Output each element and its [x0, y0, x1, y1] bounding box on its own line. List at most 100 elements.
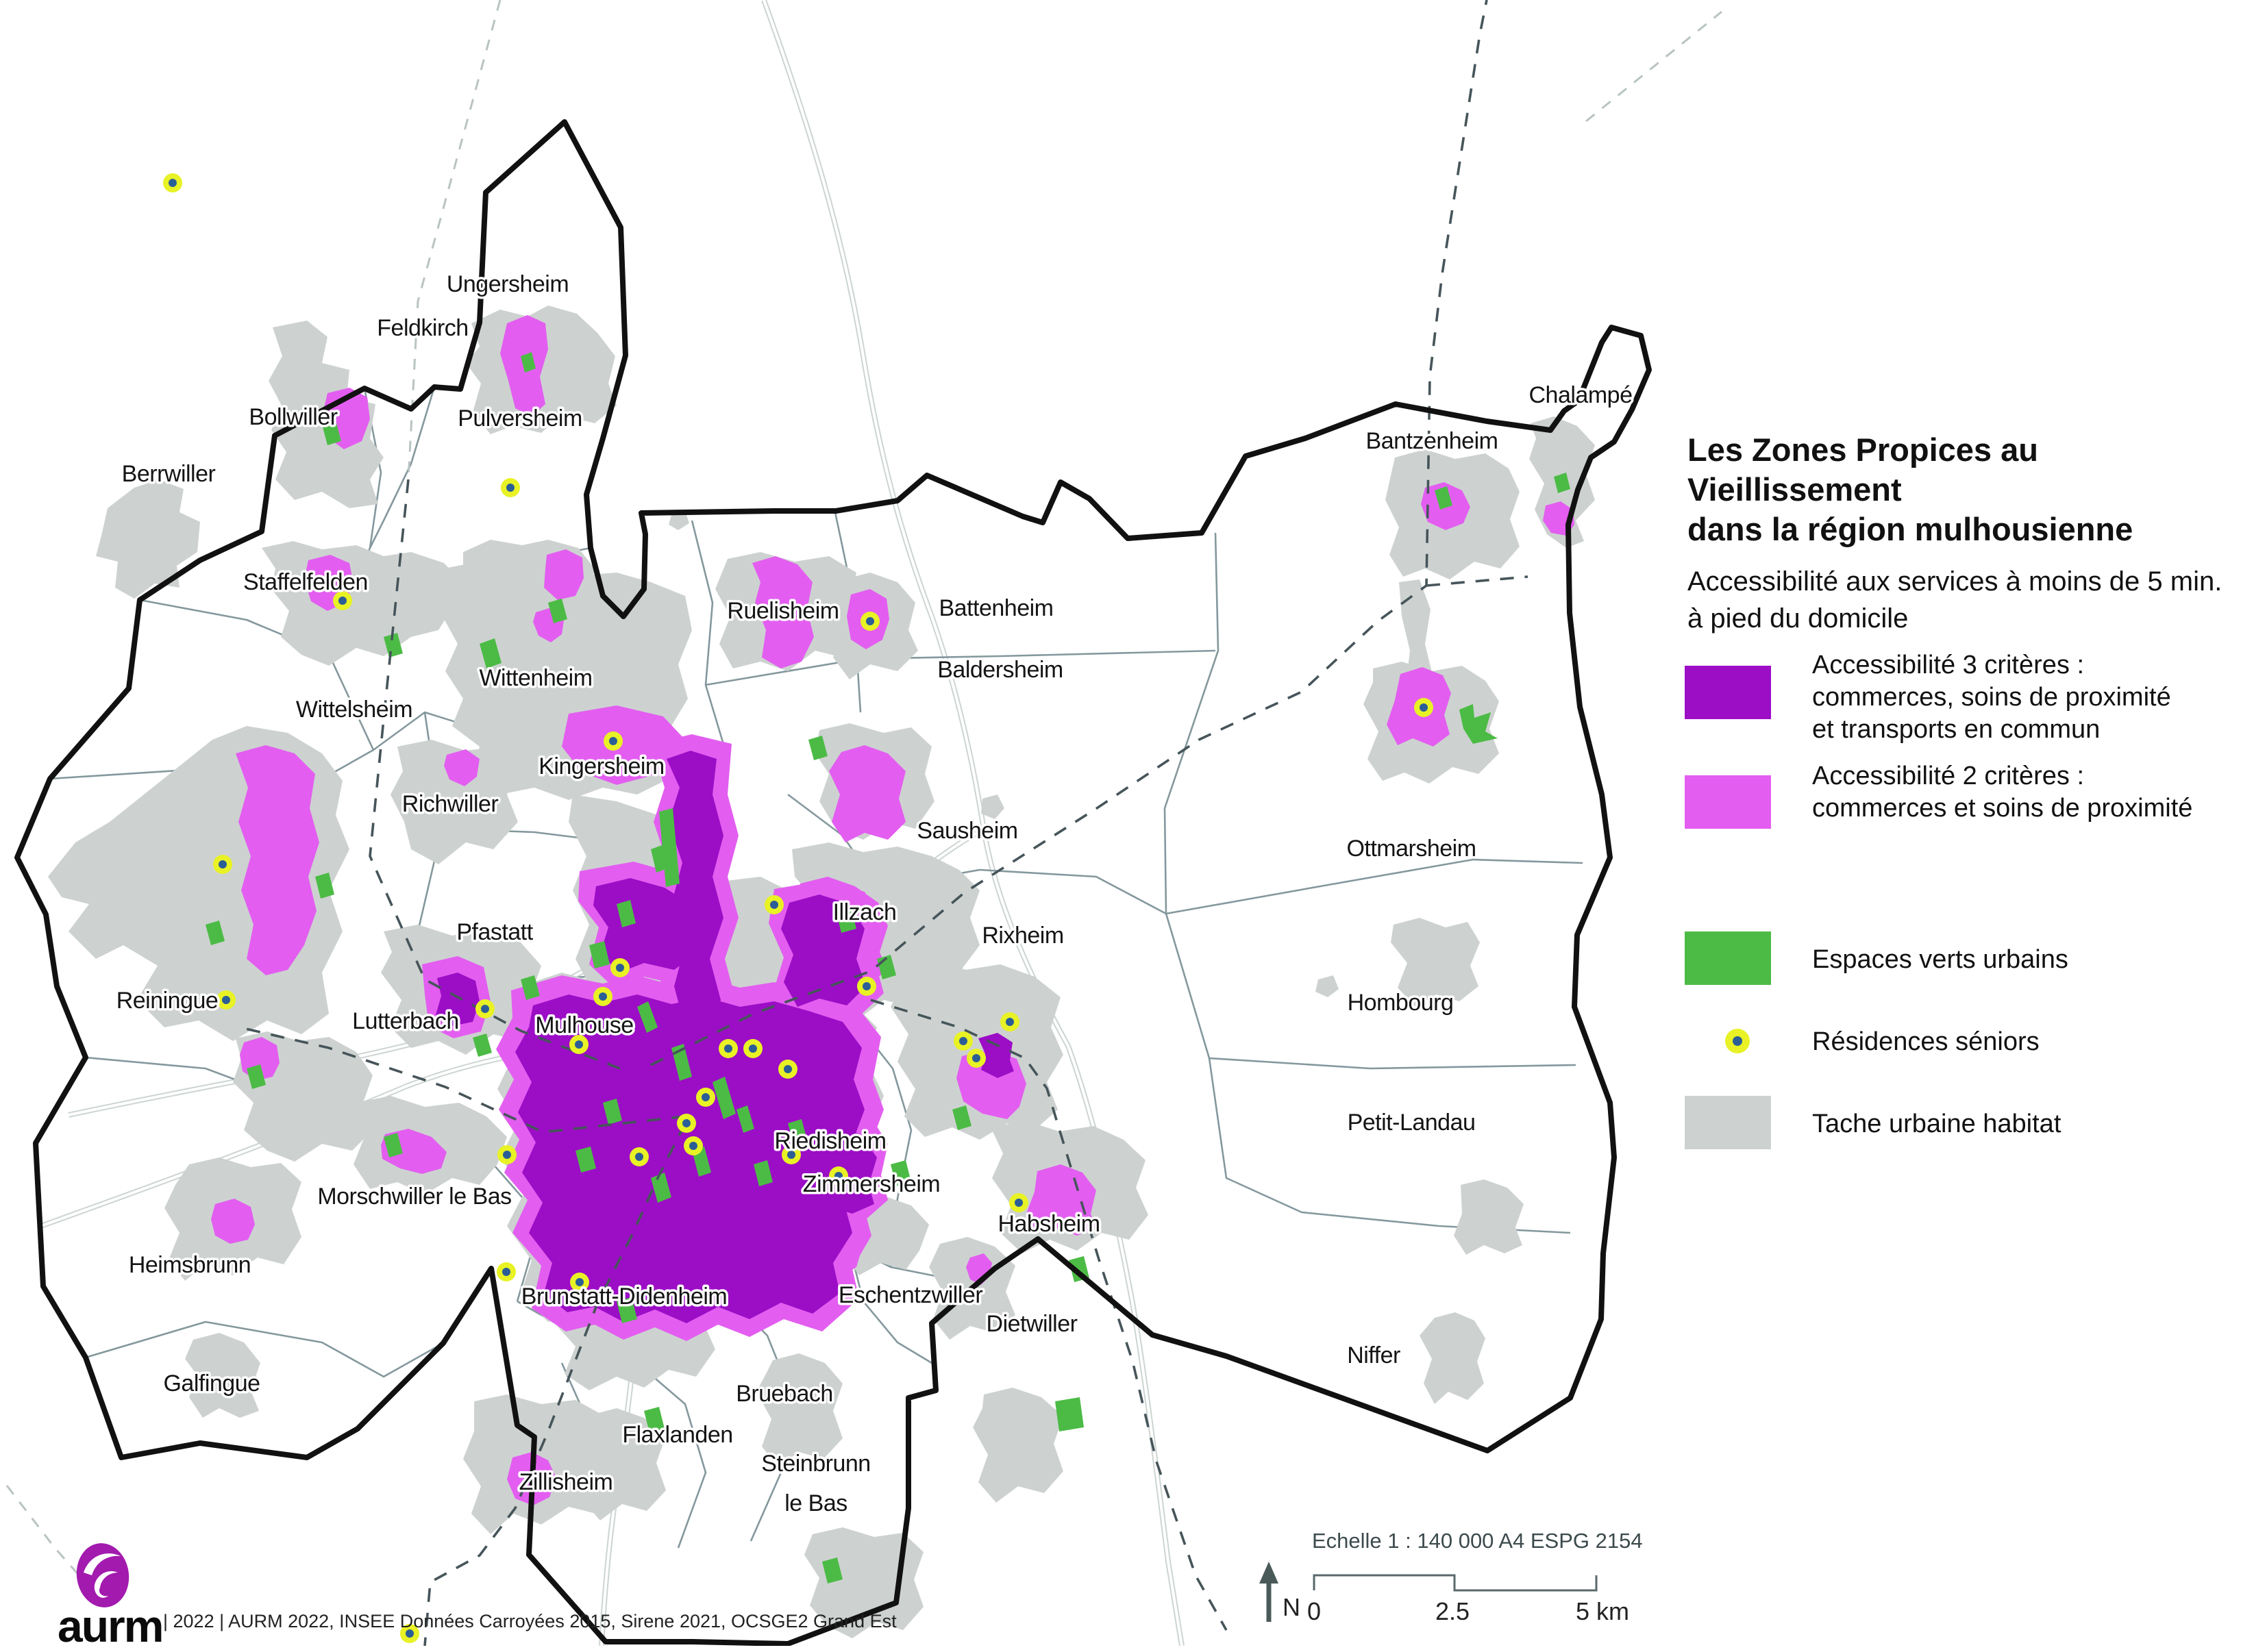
town-label-battenheim: Battenheim: [939, 595, 1054, 621]
town-label-wittelsheim: Wittelsheim: [296, 697, 412, 723]
attribution: | 2022 | AURM 2022, INSEE Données Carroy…: [163, 1611, 897, 1631]
town-label-hombourg: Hombourg: [1348, 990, 1454, 1016]
senior-residence-dot: [861, 612, 880, 631]
town-label-mulhouse: Mulhouse: [535, 1012, 633, 1038]
town-label-pulversheim: Pulversheim: [458, 405, 582, 431]
senior-residence-dot: [497, 1145, 517, 1164]
senior-residence-dot: [1414, 698, 1433, 717]
legend-label-acc2: Accessibilité 2 critères : commerces et …: [1812, 760, 2192, 825]
senior-residence-dot: [829, 1166, 848, 1186]
town-label-galfingue: Galfingue: [163, 1371, 260, 1397]
legend-acc2-line1: Accessibilité 2 critères :: [1812, 762, 2085, 790]
legend-urban-line1: Tache urbaine habitat: [1812, 1110, 2062, 1138]
senior-residence-dot: [857, 977, 876, 996]
subtitle-line-1: Accessibilité aux services à moins de 5 …: [1687, 566, 2223, 597]
town-label-berrwiller: Berrwiller: [122, 461, 216, 487]
town-label-dietwiller: Dietwiller: [987, 1311, 1078, 1337]
town-label-feldkirch: Feldkirch: [377, 315, 468, 341]
senior-residence-dot: [163, 173, 182, 192]
senior-residence-dot: [1000, 1012, 1019, 1031]
title-line-1: Les Zones Propices au Vieillissement: [1687, 431, 2038, 508]
town-label-rixheim: Rixheim: [982, 923, 1063, 949]
town-label-bollwiller: Bollwiller: [249, 404, 337, 430]
aurm-logo-text: aurm: [58, 1601, 164, 1651]
legend-label-acc3: Accessibilité 3 critères : commerces, so…: [1812, 649, 2171, 746]
senior-residence-dot: [696, 1088, 715, 1107]
agglomeration-boundary: [14, 119, 1652, 1646]
senior-residence-dot: [333, 591, 352, 610]
legend-acc3-line1: Accessibilité 3 critères :: [1812, 651, 2085, 679]
town-label-ungersheim: Ungersheim: [447, 271, 569, 297]
town-label-staffelfelden: Staffelfelden: [243, 569, 368, 595]
legend-label-urban: Tache urbaine habitat: [1812, 1108, 2061, 1140]
zones-3-criteria: [436, 751, 1014, 1323]
scale-tick-5km: 5 km: [1576, 1597, 1630, 1625]
senior-residence-dot: [954, 1031, 973, 1051]
town-label-steinbrunn-le-bas: Steinbrunn le Bas: [761, 1451, 870, 1516]
town-label-heimsbrunn: Heimsbrunn: [129, 1252, 251, 1278]
town-label-lutterbach: Lutterbach: [352, 1008, 459, 1034]
legend-acc2-line2: commerces et soins de proximité: [1812, 794, 2193, 823]
town-label-richwiller: Richwiller: [402, 791, 499, 817]
motorway-a35: [761, 0, 1185, 1646]
senior-residence-dots: [163, 173, 1433, 1643]
town-label-chalamp-: Chalampé: [1529, 382, 1633, 408]
town-label-niffer: Niffer: [1347, 1342, 1400, 1368]
railway-lines: [5, 0, 1722, 1646]
green-spaces: [206, 352, 1570, 1584]
town-labels: Ungersheim Feldkirch Bollwiller Berrwiller P…: [114, 269, 1635, 1519]
legend-label-seniors: Résidences séniors: [1812, 1026, 2040, 1058]
town-label-bruebach: Bruebach: [736, 1381, 833, 1407]
legend-green-line1: Espaces verts urbains: [1812, 945, 2068, 974]
senior-residence-dot: [1009, 1193, 1028, 1212]
legend-swatch-urban: [1685, 1096, 1771, 1149]
legend-swatch-green: [1685, 931, 1771, 985]
senior-residence-dot: [593, 987, 612, 1006]
title-line-2: dans la région mulhousienne: [1687, 511, 2133, 547]
senior-residence-dot: [569, 1035, 589, 1054]
town-label-brunstatt-didenheim: Brunstatt-Didenheim: [521, 1284, 727, 1310]
town-label-sausheim: Sausheim: [917, 818, 1017, 844]
legend-acc3-line3: et transports en commun: [1812, 715, 2101, 744]
legend-symbol-seniors: [1725, 1029, 1750, 1053]
legend-swatch-acc3: [1685, 666, 1771, 719]
senior-residence-dot: [765, 895, 784, 914]
senior-residence-dot: [604, 731, 623, 751]
town-label-habsheim: Habsheim: [998, 1211, 1100, 1237]
town-label-kingersheim: Kingersheim: [538, 753, 664, 779]
senior-residence-dot: [684, 1136, 703, 1155]
senior-residence-dot: [610, 958, 630, 977]
north-arrow: [1259, 1562, 1278, 1622]
town-label-riedisheim: Riedisheim: [774, 1128, 886, 1154]
town-label-zillisheim: Zillisheim: [519, 1469, 613, 1495]
scale-bar: [1313, 1574, 1598, 1592]
town-label-wittenheim: Wittenheim: [479, 665, 592, 691]
legend-swatch-acc2: [1685, 775, 1771, 829]
north-label: N: [1283, 1593, 1300, 1621]
town-label-petit-landau: Petit-Landau: [1348, 1110, 1476, 1136]
town-label-ruelisheim: Ruelisheim: [727, 598, 839, 624]
senior-residence-dot: [630, 1147, 649, 1166]
scale-tick-25: 2.5: [1435, 1597, 1470, 1625]
town-label-ottmarsheim: Ottmarsheim: [1346, 836, 1476, 862]
senior-residence-dot: [213, 855, 232, 874]
senior-dot-icon: [1733, 1036, 1742, 1046]
town-label-eschentzwiller: Eschentzwiller: [839, 1282, 982, 1308]
legend-acc3-line2: commerces, soins de proximité: [1812, 683, 2171, 712]
senior-residence-dot: [475, 999, 495, 1018]
senior-residence-dot: [677, 1114, 696, 1133]
senior-residence-dot: [967, 1049, 986, 1068]
senior-residence-dot: [743, 1039, 763, 1058]
senior-residence-dot: [719, 1039, 738, 1058]
town-label-illzach: Illzach: [833, 899, 897, 925]
senior-residence-dot: [497, 1262, 516, 1281]
town-label-baldersheim: Baldersheim: [937, 657, 1063, 683]
scale-title: Echelle 1 : 140 000 A4 ESPG 2154: [1312, 1529, 1643, 1553]
senior-residence-dot: [778, 1060, 797, 1079]
page-title: Les Zones Propices au Vieillissement dan…: [1687, 430, 2241, 549]
map-subtitle: Accessibilité aux services à moins de 5 …: [1687, 563, 2222, 637]
senior-residence-dot: [400, 1624, 419, 1643]
town-label-flaxlanden: Flaxlanden: [622, 1422, 732, 1448]
senior-residence-dot: [782, 1145, 801, 1164]
